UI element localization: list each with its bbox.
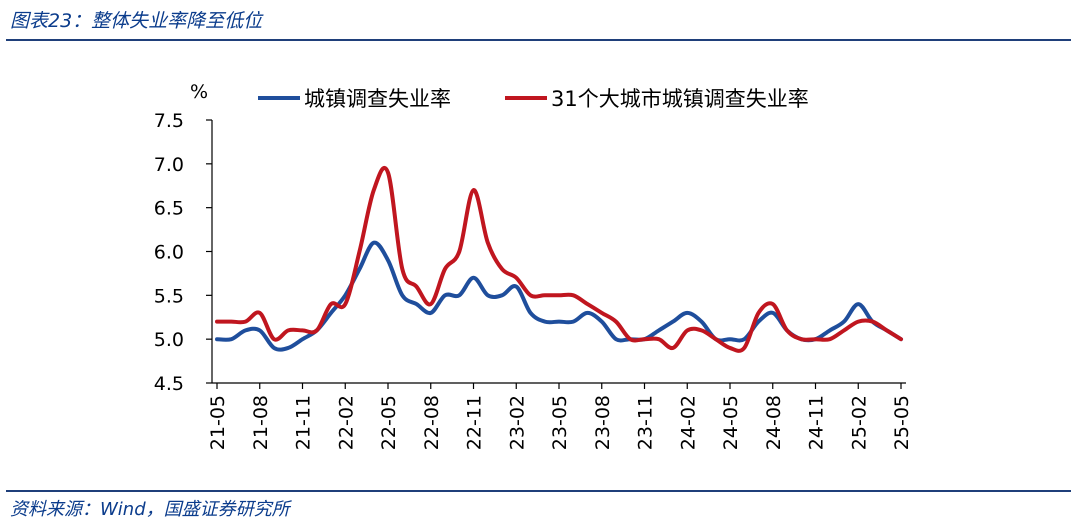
x-tick-label: 24-11 bbox=[806, 395, 828, 450]
top-rule bbox=[6, 39, 1071, 41]
x-tick-label: 21-11 bbox=[293, 395, 315, 450]
x-tick-label: 24-08 bbox=[763, 395, 785, 450]
y-tick-label: 5.0 bbox=[154, 329, 184, 351]
axes bbox=[211, 120, 906, 384]
x-tick-label: 22-05 bbox=[378, 395, 400, 450]
x-tick-label: 23-05 bbox=[549, 395, 571, 450]
x-tick-label: 23-08 bbox=[592, 395, 614, 450]
x-tick-label: 24-05 bbox=[720, 395, 742, 450]
source-note: 资料来源：Wind，国盛证券研究所 bbox=[10, 499, 290, 520]
y-tick-label: 5.5 bbox=[154, 285, 184, 307]
x-tick-label: 24-02 bbox=[677, 395, 699, 450]
x-tick-labels: 21-05 21-08 21-11 22-02 22-05 22-08 22-11 23-02… bbox=[207, 383, 913, 450]
legend-label-1: 城镇调查失业率 bbox=[304, 87, 451, 111]
x-tick-label: 22-02 bbox=[335, 395, 357, 450]
series-lines bbox=[215, 165, 903, 353]
figure-title: 图表23：整体失业率降至低位 bbox=[10, 10, 263, 32]
y-tick-label: 6.5 bbox=[154, 198, 184, 220]
y-tick-label: 7.5 bbox=[154, 110, 184, 132]
x-tick-label: 25-02 bbox=[848, 395, 870, 450]
y-tick-label: 4.5 bbox=[154, 373, 184, 395]
x-tick-label: 22-11 bbox=[464, 395, 486, 450]
x-tick-label: 23-11 bbox=[635, 395, 657, 450]
bottom-rule bbox=[6, 490, 1071, 492]
y-tick-labels: 7.5 7.0 6.5 6.0 5.5 5.0 4.5 bbox=[154, 110, 212, 395]
y-axis-unit-label: % bbox=[190, 81, 208, 103]
y-tick-label: 7.0 bbox=[154, 154, 184, 176]
x-tick-label: 21-08 bbox=[250, 395, 272, 450]
x-tick-label: 21-05 bbox=[207, 395, 229, 450]
legend: 城镇调查失业率 31个大城市城镇调查失业率 bbox=[258, 87, 809, 111]
y-tick-label: 6.0 bbox=[154, 242, 184, 264]
x-tick-label: 23-02 bbox=[506, 395, 528, 450]
x-tick-label: 25-05 bbox=[891, 395, 913, 450]
x-tick-label: 22-08 bbox=[421, 395, 443, 450]
line-chart: 7.5 7.0 6.5 6.0 5.5 5.0 4.5 21-05 21-08 21-11 22-… bbox=[154, 81, 913, 450]
legend-label-2: 31个大城市城镇调查失业率 bbox=[551, 87, 809, 111]
series-line-2 bbox=[215, 165, 903, 353]
